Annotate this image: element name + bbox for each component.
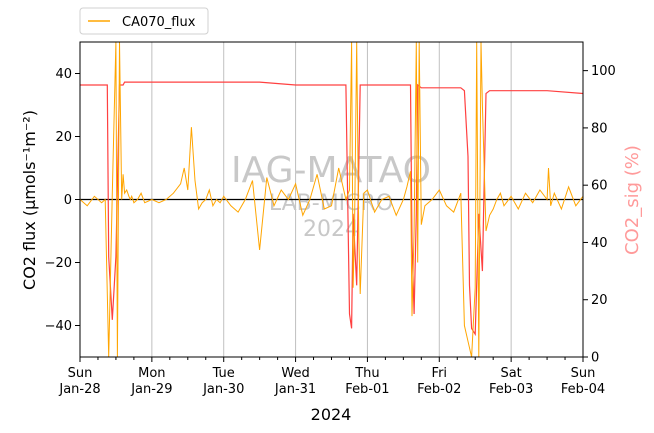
right-tick-label: 0 <box>591 351 599 366</box>
right-tick-label: 80 <box>591 121 608 136</box>
x-tick-label-day: Sun <box>68 366 93 381</box>
legend: CA070_flux <box>79 7 209 35</box>
x-tick-label-day: Thu <box>354 366 379 381</box>
left-tick-label: 0 <box>64 193 72 208</box>
left-tick-label: 20 <box>55 130 72 145</box>
x-axis: SunJan-28MonJan-29TueJan-30WedJan-31ThuF… <box>58 357 605 397</box>
left-y-axis-title: CO2 flux (μmols⁻¹m⁻²) <box>20 110 39 290</box>
x-tick-label-date: Jan-31 <box>274 382 316 397</box>
x-tick-label-day: Fri <box>432 366 448 381</box>
series-line-ca070-flux <box>80 42 583 357</box>
watermark-line-3: 2024 <box>303 217 359 242</box>
right-y-axis-title: CO2_sig (%) <box>622 145 643 255</box>
x-tick-label-date: Jan-29 <box>130 382 172 397</box>
x-tick-label-day: Mon <box>138 366 165 381</box>
right-tick-label: 60 <box>591 179 608 194</box>
x-tick-label-date: Jan-30 <box>202 382 244 397</box>
watermark-line-2: LAB-MICRO <box>269 191 393 216</box>
x-tick-label-date: Feb-02 <box>417 382 461 397</box>
x-tick-label-date: Feb-04 <box>561 382 605 397</box>
x-tick-label-date: Feb-03 <box>489 382 533 397</box>
x-tick-label-date: Feb-01 <box>345 382 389 397</box>
x-axis-title: 2024 <box>311 405 352 424</box>
right-y-axis: 0 20 40 60 80 100 <box>583 64 616 366</box>
watermark-line-1: IAG-MATAO <box>231 150 431 191</box>
left-tick-label: −40 <box>45 319 72 334</box>
left-y-axis: −40 −20 0 20 40 <box>45 67 80 334</box>
x-tick-label-date: Jan-28 <box>58 382 100 397</box>
right-tick-label: 40 <box>591 236 608 251</box>
legend-label-ca070-flux: CA070_flux <box>122 15 196 30</box>
x-tick-label-day: Sat <box>500 366 521 381</box>
legend-box <box>79 7 209 35</box>
right-tick-label: 20 <box>591 293 608 308</box>
left-tick-label: −20 <box>45 256 72 271</box>
watermark: IAG-MATAO LAB-MICRO 2024 <box>231 150 431 242</box>
series-line-co2-sig <box>80 81 583 337</box>
x-tick-label-day: Sun <box>571 366 596 381</box>
x-tick-label-day: Wed <box>281 366 309 381</box>
right-tick-label: 100 <box>591 64 616 79</box>
left-tick-label: 40 <box>55 67 72 82</box>
x-tick-label-day: Tue <box>212 366 235 381</box>
